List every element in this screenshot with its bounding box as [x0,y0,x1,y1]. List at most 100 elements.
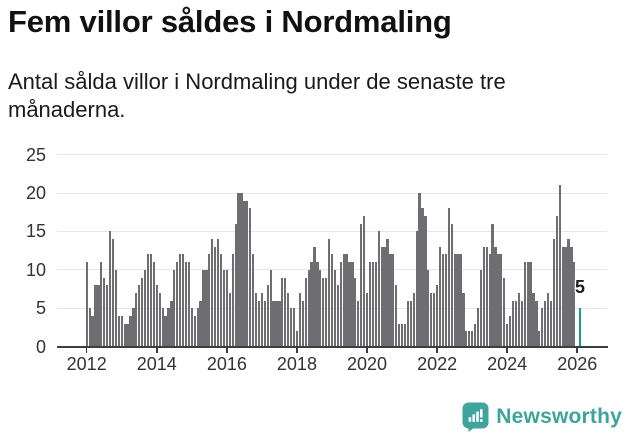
bar [371,262,374,347]
bar [179,254,182,347]
bar [319,269,322,347]
newsworthy-logo[interactable]: Newsworthy [462,402,622,432]
bar [263,300,266,347]
bar [386,239,389,347]
x-tick-label-2022: 2022 [417,354,458,374]
bar [143,269,147,347]
bar [260,292,264,347]
x-tick-label-2024: 2024 [487,354,528,374]
bar [406,300,410,347]
bar [471,331,474,347]
bar [555,216,558,347]
bar [433,292,436,347]
bar [494,246,497,347]
bar [427,269,430,347]
bar [266,285,269,347]
bar [149,254,153,347]
bar [383,246,386,347]
bar [412,292,415,347]
bar [360,223,363,347]
bar [164,315,167,347]
bar [106,285,109,347]
bar [377,231,380,347]
bar [254,292,258,347]
x-tick-mark-2012 [85,347,88,353]
bar [462,292,465,347]
bar [333,269,337,347]
chart-title: Fem villor såldes i Nordmaling [8,4,452,39]
bar [108,231,112,347]
bar [208,254,211,347]
x-tick-label-2012: 2012 [66,354,107,374]
bar [526,262,529,347]
bar [158,292,161,347]
bar [532,292,535,347]
bar [541,308,544,347]
bar [570,246,573,347]
bar [111,239,115,347]
bar [240,193,243,347]
x-tick-mark-2020 [366,347,368,353]
bar [289,308,293,347]
bar [234,223,237,347]
gridline-20 [57,192,607,194]
bar [342,254,345,347]
bar [278,300,281,347]
bar [237,193,240,347]
bar [473,323,477,347]
bar [141,277,144,347]
bar [511,300,515,347]
x-tick-mark-2016 [226,347,228,353]
bar [430,292,433,347]
bar [114,269,118,347]
bar [187,262,191,347]
bar [222,269,226,347]
bar [196,308,199,347]
x-tick-label-2014: 2014 [136,354,177,374]
bar [476,308,480,347]
bar [138,285,141,347]
bar [517,292,520,347]
bar [468,331,471,347]
x-tick-label-2016: 2016 [206,354,247,374]
bar [435,285,439,347]
bar [514,300,518,347]
bar [284,277,287,347]
x-tick-mark-2024 [506,347,508,353]
bar [181,254,185,347]
gridline-25 [57,154,607,156]
bar [380,246,383,347]
bar [91,315,94,347]
bar [444,254,447,347]
bar [199,300,202,347]
bar [374,262,377,347]
gridline-15 [57,230,607,232]
bar [88,308,91,347]
bar [269,269,272,347]
y-tick-label-20: 20 [25,183,46,204]
bar [546,292,550,347]
bar [272,300,275,347]
bar [573,262,576,347]
bar [450,223,453,347]
bar [336,285,339,347]
bar [558,185,561,347]
x-tick-label-2018: 2018 [276,354,317,374]
bar [351,262,354,347]
bar [497,254,500,347]
bar [126,323,129,347]
bar [85,262,88,347]
bar [176,262,179,347]
bar [523,262,526,347]
bar [503,277,506,347]
bar [202,269,205,347]
bar [228,292,231,347]
bar [365,292,369,347]
x-tick-mark-2014 [155,347,158,353]
bar [205,269,208,347]
bar [424,216,427,347]
bar [535,300,538,347]
chart-subtitle: Antal sålda villor i Nordmaling under de… [8,69,506,122]
bar [491,223,494,347]
